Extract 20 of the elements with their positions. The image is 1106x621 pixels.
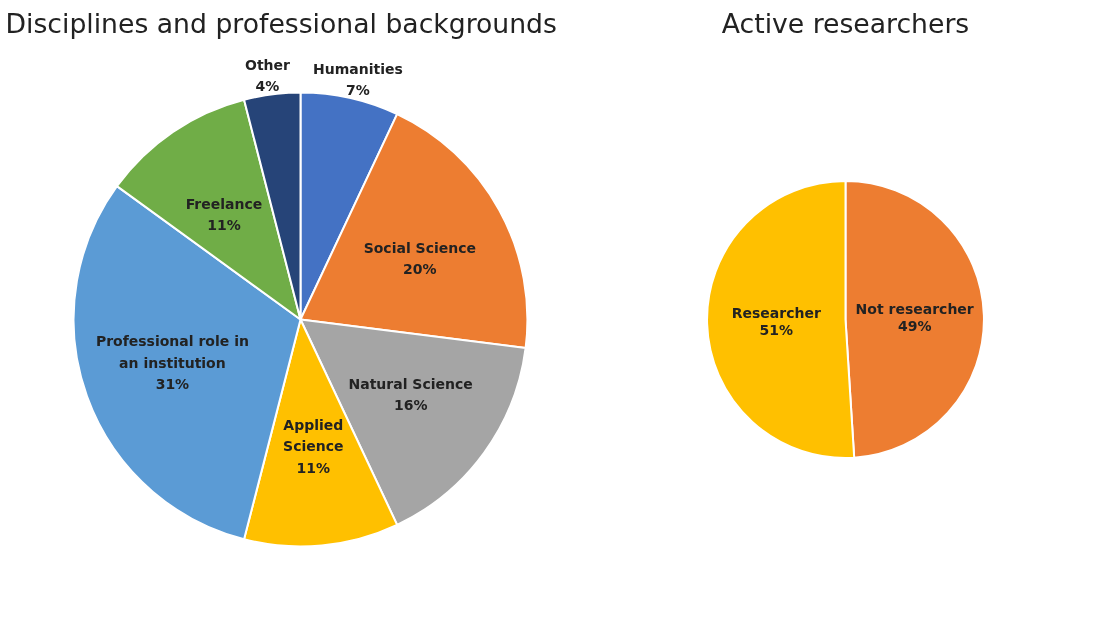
data-label: 20% — [403, 260, 437, 277]
data-label: 16% — [393, 396, 428, 413]
slice-label: Professional role in an institution — [95, 333, 249, 371]
data-label: 11% — [296, 459, 331, 476]
chart-title: Disciplines and professional backgrounds — [5, 7, 557, 39]
slice-label: Freelance — [185, 195, 263, 212]
data-label: 4% — [255, 77, 280, 94]
slice-label: Humanities — [313, 60, 403, 77]
slice-label: Researcher — [731, 304, 821, 321]
slice-label: Applied Science — [283, 417, 344, 455]
data-label: 31% — [155, 375, 190, 392]
slice-label: Other — [245, 56, 291, 73]
slice-label: Social Science — [363, 239, 476, 256]
data-label: 11% — [207, 216, 241, 233]
data-label: 49% — [897, 318, 932, 335]
slice-label: Natural Science — [348, 375, 473, 392]
data-label: 51% — [759, 322, 794, 339]
data-label: 7% — [346, 81, 370, 98]
slice-label: Not researcher — [855, 300, 974, 317]
chart-title: Active researchers — [721, 7, 970, 39]
